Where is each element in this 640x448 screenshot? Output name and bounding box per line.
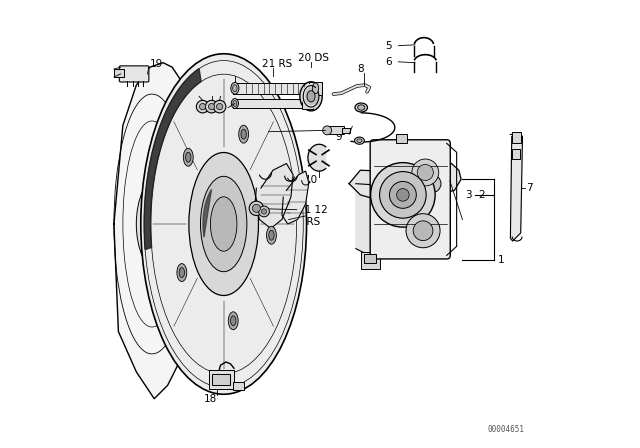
Circle shape	[389, 181, 417, 208]
Circle shape	[209, 103, 215, 110]
Circle shape	[213, 100, 226, 113]
Circle shape	[200, 103, 205, 110]
Ellipse shape	[300, 82, 323, 111]
Polygon shape	[282, 171, 308, 224]
Text: 1: 1	[497, 255, 504, 265]
Circle shape	[252, 204, 260, 212]
Ellipse shape	[233, 100, 237, 106]
Ellipse shape	[136, 179, 177, 269]
Circle shape	[216, 103, 223, 110]
Polygon shape	[356, 184, 379, 255]
FancyBboxPatch shape	[119, 66, 149, 82]
Ellipse shape	[312, 83, 319, 94]
Text: 5: 5	[385, 41, 392, 51]
Bar	[361, 252, 380, 269]
Circle shape	[413, 221, 433, 241]
Bar	[308, 82, 322, 95]
Text: 4: 4	[255, 127, 262, 137]
Ellipse shape	[303, 86, 319, 107]
Ellipse shape	[189, 152, 259, 296]
Polygon shape	[308, 144, 326, 171]
Text: 22 RS: 22 RS	[289, 217, 320, 227]
Text: 7: 7	[526, 183, 532, 193]
Bar	[232, 83, 322, 94]
Text: 00004651: 00004651	[488, 425, 524, 434]
Text: 17: 17	[208, 103, 221, 113]
Ellipse shape	[231, 82, 239, 94]
Ellipse shape	[356, 139, 362, 142]
Bar	[212, 374, 230, 385]
Ellipse shape	[228, 312, 238, 330]
Polygon shape	[114, 63, 186, 399]
Circle shape	[406, 214, 440, 248]
Ellipse shape	[183, 148, 193, 166]
Bar	[232, 382, 244, 390]
Text: 16: 16	[215, 68, 228, 78]
Bar	[364, 254, 376, 263]
Text: 8: 8	[357, 65, 364, 74]
Text: 10: 10	[305, 175, 317, 185]
Bar	[232, 99, 314, 108]
Bar	[512, 149, 520, 159]
Circle shape	[380, 172, 426, 218]
Bar	[342, 128, 349, 133]
Ellipse shape	[231, 99, 239, 108]
Polygon shape	[255, 164, 293, 228]
Circle shape	[261, 209, 267, 214]
Circle shape	[371, 163, 435, 227]
Ellipse shape	[355, 103, 367, 112]
Ellipse shape	[232, 85, 237, 92]
Circle shape	[249, 201, 264, 215]
Text: 3: 3	[465, 190, 472, 200]
Text: 19: 19	[150, 59, 163, 69]
Bar	[396, 134, 407, 143]
Text: 21 RS: 21 RS	[262, 59, 292, 69]
Circle shape	[423, 175, 441, 193]
Polygon shape	[203, 190, 211, 237]
Ellipse shape	[239, 125, 248, 143]
Circle shape	[417, 164, 433, 181]
Text: 11 12: 11 12	[298, 205, 327, 215]
Circle shape	[397, 189, 409, 201]
Ellipse shape	[211, 197, 237, 251]
Ellipse shape	[179, 267, 184, 277]
Text: 6: 6	[385, 57, 392, 67]
Circle shape	[205, 100, 218, 113]
Ellipse shape	[200, 177, 247, 271]
Circle shape	[196, 100, 209, 113]
Polygon shape	[144, 69, 201, 250]
Ellipse shape	[269, 230, 274, 240]
Ellipse shape	[230, 316, 236, 326]
Text: 20 DS: 20 DS	[298, 53, 328, 63]
Ellipse shape	[241, 129, 246, 139]
Text: 2: 2	[478, 190, 484, 200]
Text: 15 14 13: 15 14 13	[194, 87, 240, 97]
Polygon shape	[172, 116, 230, 166]
Bar	[512, 132, 521, 143]
Circle shape	[323, 126, 332, 135]
Bar	[325, 126, 344, 134]
Circle shape	[412, 159, 439, 186]
Ellipse shape	[143, 195, 170, 253]
Polygon shape	[349, 162, 461, 199]
Circle shape	[380, 175, 398, 193]
Ellipse shape	[355, 137, 364, 144]
Ellipse shape	[186, 152, 191, 162]
Polygon shape	[511, 134, 522, 241]
Ellipse shape	[358, 105, 365, 110]
Text: 18: 18	[204, 394, 217, 404]
Bar	[114, 69, 124, 77]
Bar	[209, 370, 234, 389]
Circle shape	[259, 206, 269, 217]
Ellipse shape	[177, 263, 187, 281]
Ellipse shape	[266, 226, 276, 244]
Bar	[302, 97, 314, 109]
Ellipse shape	[307, 90, 315, 102]
Ellipse shape	[141, 54, 307, 394]
FancyBboxPatch shape	[370, 140, 451, 259]
Text: 9: 9	[335, 132, 342, 142]
